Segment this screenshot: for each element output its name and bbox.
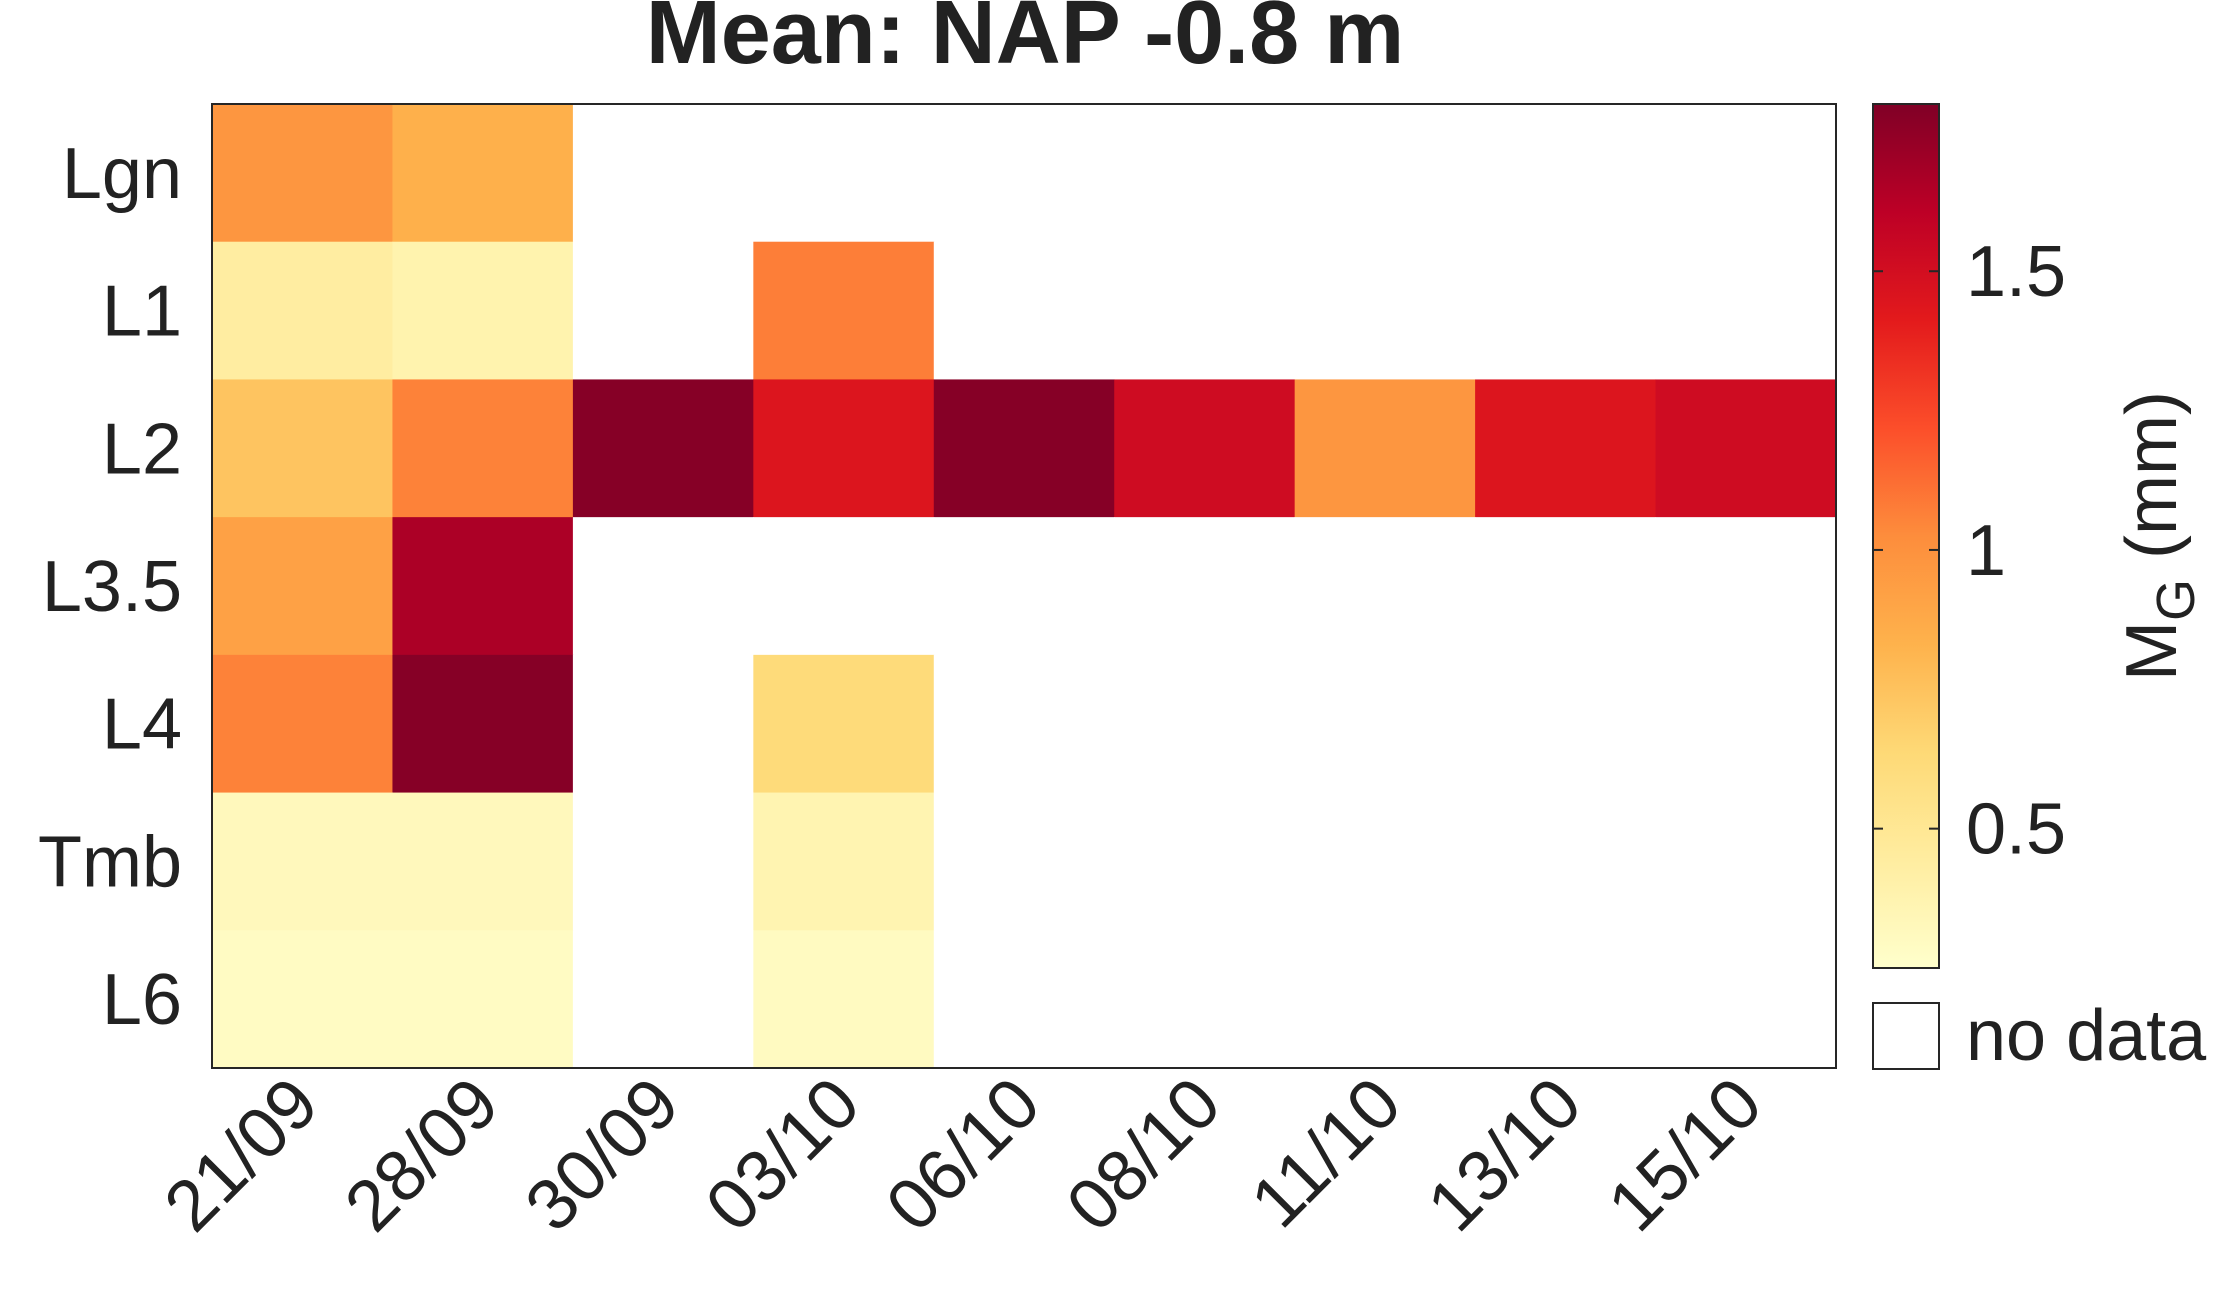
- colorbar-ticks: 0.5 1 1.5: [1873, 232, 2066, 870]
- heatmap-cell: [1114, 241, 1296, 380]
- heatmap-cell: [1475, 104, 1657, 243]
- heatmap-cell: [1655, 104, 1837, 243]
- heatmap-cell: [753, 241, 935, 380]
- y-tick-label: L2: [102, 409, 182, 489]
- x-tick-label: 30/09: [510, 1063, 694, 1247]
- heatmap-cell: [1294, 654, 1476, 794]
- heatmap-cell: [1655, 654, 1837, 794]
- no-data-label: no data: [1966, 996, 2207, 1076]
- heatmap-cell: [212, 517, 393, 656]
- heatmap-cell: [1294, 379, 1476, 518]
- heatmap-cell: [1114, 104, 1296, 243]
- colorbar-tick-label: 1.5: [1966, 232, 2066, 312]
- heatmap-cell: [212, 104, 393, 243]
- x-tick-label: 21/09: [150, 1063, 334, 1247]
- heatmap-cell: [753, 517, 935, 656]
- heatmap-cell: [933, 930, 1115, 1069]
- heatmap-cells: [212, 104, 1837, 1069]
- heatmap-cell: [392, 930, 574, 1069]
- colorbar-label: MG(mm): [2112, 391, 2206, 681]
- heatmap-cell: [572, 792, 754, 931]
- heatmap-cell: [753, 792, 935, 931]
- heatmap-cell: [392, 792, 574, 931]
- heatmap-cell: [572, 104, 754, 243]
- heatmap-cell: [212, 654, 393, 794]
- y-tick-label: L4: [102, 685, 182, 765]
- heatmap-cell: [392, 654, 574, 794]
- x-tick-label: 28/09: [330, 1063, 514, 1247]
- heatmap-cell: [572, 930, 754, 1069]
- heatmap-cell: [1114, 930, 1296, 1069]
- heatmap-cell: [1655, 930, 1837, 1069]
- heatmap-cell: [212, 379, 393, 518]
- heatmap-cell: [572, 654, 754, 794]
- heatmap-cell: [212, 241, 393, 380]
- heatmap-cell: [753, 104, 935, 243]
- heatmap-cell: [1114, 654, 1296, 794]
- heatmap-cell: [1655, 379, 1837, 518]
- heatmap-cell: [1475, 792, 1657, 931]
- y-tick-label: L1: [102, 272, 182, 352]
- heatmap-cell: [933, 792, 1115, 931]
- heatmap-cell: [1294, 517, 1476, 656]
- heatmap-cell: [1475, 517, 1657, 656]
- y-tick-label: L6: [102, 960, 182, 1040]
- heatmap-cell: [1655, 792, 1837, 931]
- heatmap-cell: [753, 379, 935, 518]
- heatmap-cell: [753, 930, 935, 1069]
- colorbar-tick-label: 1: [1966, 511, 2006, 591]
- plot-frame: [211, 103, 1837, 1069]
- heatmap-cell: [933, 379, 1115, 518]
- colorbar-tick-label: 0.5: [1966, 790, 2066, 870]
- heatmap-cell: [1294, 241, 1476, 380]
- heatmap-cell: [212, 792, 393, 931]
- x-tick-label: 08/10: [1052, 1063, 1236, 1247]
- no-data-swatch: [1872, 1002, 1940, 1070]
- heatmap-cell: [1655, 517, 1837, 656]
- y-tick-label: Tmb: [38, 822, 182, 902]
- heatmap-cell: [933, 517, 1115, 656]
- heatmap-cell: [933, 104, 1115, 243]
- x-tick-label: 13/10: [1413, 1063, 1597, 1247]
- heatmap-cell: [212, 930, 393, 1069]
- heatmap-cell: [392, 104, 574, 243]
- colorbar: [1872, 103, 1940, 969]
- heatmap-cell: [572, 517, 754, 656]
- heatmap-cell: [1475, 241, 1657, 380]
- heatmap-cell: [392, 379, 574, 518]
- y-axis-labels: Lgn L1 L2 L3.5 L4 Tmb L6: [38, 134, 182, 1040]
- heatmap-cell: [1114, 379, 1296, 518]
- heatmap-cell: [1475, 379, 1657, 518]
- chart-title: Mean: NAP -0.8 m: [646, 0, 1405, 83]
- heatmap-cell: [933, 654, 1115, 794]
- heatmap-cell: [1475, 930, 1657, 1069]
- x-tick-label: 15/10: [1593, 1063, 1777, 1247]
- x-tick-label: 06/10: [871, 1063, 1055, 1247]
- heatmap-cell: [1294, 104, 1476, 243]
- heatmap-cell: [1114, 792, 1296, 931]
- heatmap-cell: [392, 517, 574, 656]
- heatmap-cell: [392, 241, 574, 380]
- x-tick-label: 11/10: [1236, 1063, 1416, 1243]
- heatmap-cell: [1114, 517, 1296, 656]
- y-tick-label: Lgn: [62, 134, 182, 214]
- heatmap-cell: [933, 241, 1115, 380]
- heatmap-cell: [1294, 792, 1476, 931]
- heatmap-cell: [753, 654, 935, 794]
- heatmap-cell: [1294, 930, 1476, 1069]
- heatmap-cell: [572, 241, 754, 380]
- heatmap-cell: [572, 379, 754, 518]
- y-tick-label: L3.5: [42, 547, 182, 627]
- heatmap-cell: [1475, 654, 1657, 794]
- x-tick-label: 03/10: [691, 1063, 875, 1247]
- heatmap-cell: [1655, 241, 1837, 380]
